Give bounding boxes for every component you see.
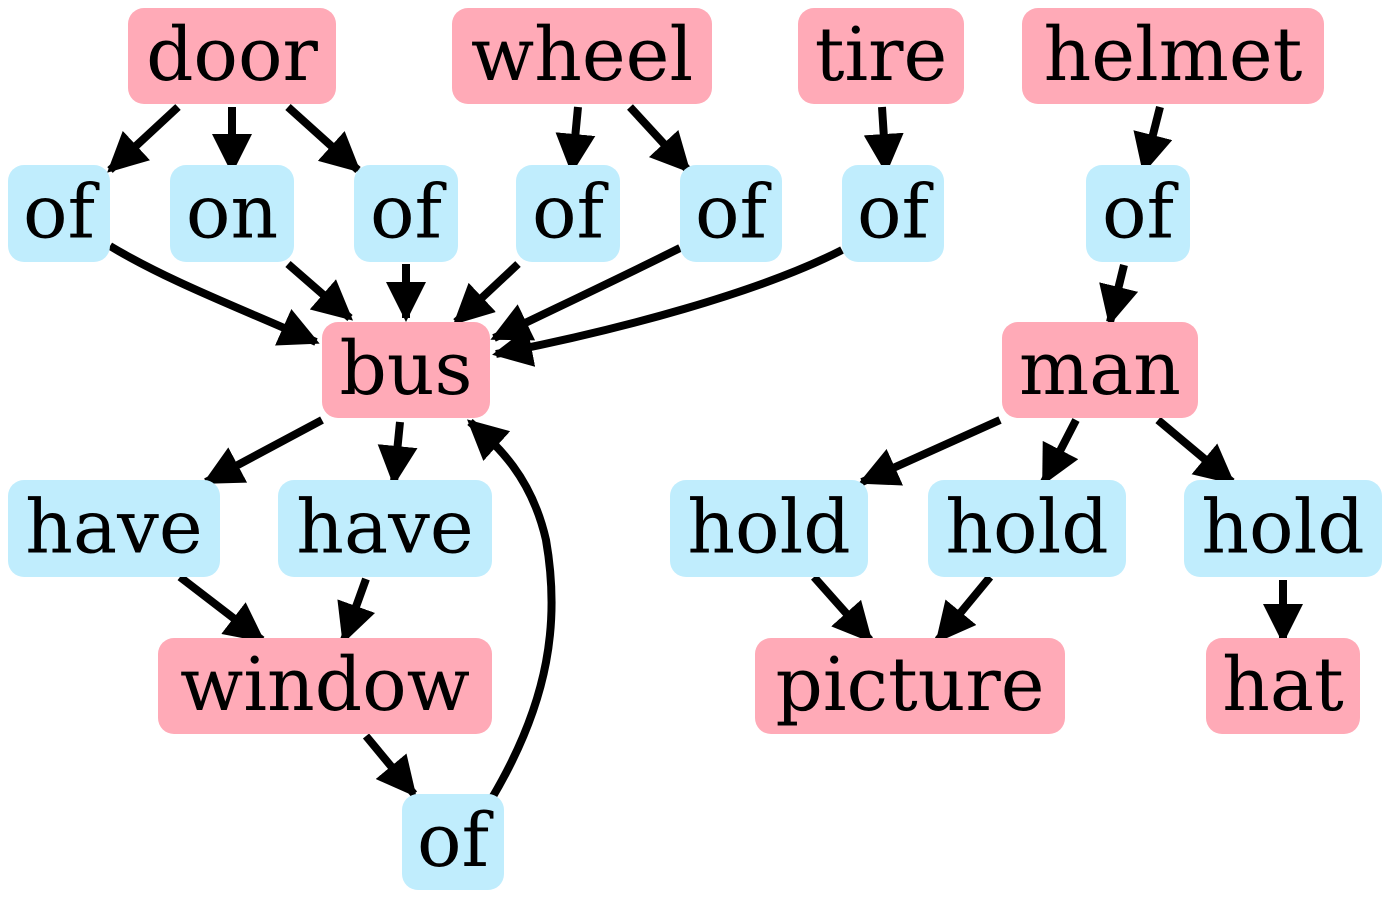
edge-door-to-of1: [107, 104, 181, 173]
edge-hold1-to-picture: [811, 574, 873, 643]
node-label-of2: of: [370, 170, 447, 256]
node-helmet: helmet: [1022, 8, 1324, 104]
node-label-man: man: [1019, 326, 1181, 412]
edge-door-to-of2: [285, 104, 361, 173]
node-of2: of: [354, 165, 458, 262]
node-box-hat: [1206, 638, 1360, 734]
edge-hold2-to-picture: [934, 574, 994, 644]
node-hold2: hold: [928, 480, 1126, 577]
node-box-door: [128, 8, 336, 104]
node-box-hold2: [928, 480, 1126, 577]
node-man: man: [1002, 322, 1198, 418]
node-label-helmet: helmet: [1044, 12, 1303, 98]
node-box-on1: [170, 165, 294, 262]
node-have1: have: [8, 480, 220, 577]
node-label-bus: bus: [339, 326, 472, 412]
edge-of4-to-bus: [490, 244, 682, 342]
node-label-door: door: [146, 12, 318, 98]
node-box-bus: [322, 322, 490, 418]
node-hold1: hold: [670, 480, 868, 577]
node-label-tire: tire: [815, 12, 948, 98]
node-box-of7: [402, 794, 504, 890]
node-label-hold1: hold: [687, 485, 850, 571]
node-label-of5: of: [857, 170, 934, 256]
node-label-hold3: hold: [1201, 485, 1364, 571]
edge-man-to-hold2: [1040, 418, 1080, 486]
node-box-have1: [8, 480, 220, 577]
node-door: door: [128, 8, 336, 104]
edge-man-to-hold3: [1155, 416, 1236, 486]
node-label-wheel: wheel: [471, 12, 693, 98]
edge-of3-to-bus: [453, 261, 521, 325]
node-bus: bus: [322, 322, 490, 418]
node-box-of3: [516, 165, 620, 262]
node-box-window: [158, 638, 492, 734]
node-tire: tire: [798, 8, 964, 104]
node-box-hold3: [1184, 480, 1382, 577]
edge-have2-to-window: [337, 577, 376, 644]
edge-helmet-to-of6: [1133, 106, 1173, 174]
node-label-of1: of: [23, 170, 100, 256]
node-label-on1: on: [186, 170, 278, 256]
node-label-window: window: [180, 642, 470, 728]
node-label-hat: hat: [1222, 642, 1344, 728]
node-hold3: hold: [1184, 480, 1382, 577]
node-box-hold1: [670, 480, 868, 577]
node-label-hold2: hold: [945, 485, 1108, 571]
node-on1: on: [170, 165, 294, 262]
edge-bus-to-have2: [377, 421, 418, 486]
node-box-of4: [680, 165, 782, 262]
edge-of1-to-bus: [107, 242, 320, 346]
edge-tire-to-of5: [863, 106, 904, 174]
node-label-picture: picture: [775, 642, 1044, 728]
node-label-of3: of: [532, 170, 609, 256]
edge-have1-to-window: [177, 573, 266, 644]
node-of3: of: [516, 165, 620, 262]
node-of4: of: [680, 165, 782, 262]
node-box-picture: [755, 638, 1065, 734]
node-window: window: [158, 638, 492, 734]
node-of1: of: [8, 165, 110, 262]
edge-of6-to-man: [1099, 264, 1139, 326]
node-box-of1: [8, 165, 110, 262]
node-label-of4: of: [695, 170, 772, 256]
node-of5: of: [842, 165, 944, 262]
node-of6: of: [1086, 165, 1190, 262]
node-label-of6: of: [1102, 170, 1179, 256]
node-hat: hat: [1206, 638, 1360, 734]
node-label-of7: of: [417, 798, 494, 884]
edge-of7-to-bus: [467, 419, 556, 801]
node-of7: of: [402, 794, 504, 890]
node-box-of2: [354, 165, 458, 262]
node-picture: picture: [755, 638, 1065, 734]
node-box-of6: [1086, 165, 1190, 262]
edge-window-to-of7: [362, 733, 418, 798]
node-have2: have: [278, 480, 492, 577]
node-box-have2: [278, 480, 492, 577]
node-box-helmet: [1022, 8, 1324, 104]
edge-bus-to-have1: [202, 416, 324, 486]
node-wheel: wheel: [452, 8, 712, 104]
edge-on1-to-bus: [285, 260, 354, 322]
node-box-wheel: [452, 8, 712, 104]
edge-wheel-to-of3: [555, 106, 596, 174]
node-label-have2: have: [296, 485, 473, 571]
node-label-have1: have: [25, 485, 202, 571]
node-box-tire: [798, 8, 964, 104]
edge-wheel-to-of4: [627, 104, 691, 173]
edge-man-to-hold1: [858, 416, 1002, 486]
edges-layer: [107, 104, 1303, 801]
node-box-of5: [842, 165, 944, 262]
node-box-man: [1002, 322, 1198, 418]
edge-of5-to-bus: [492, 246, 844, 367]
